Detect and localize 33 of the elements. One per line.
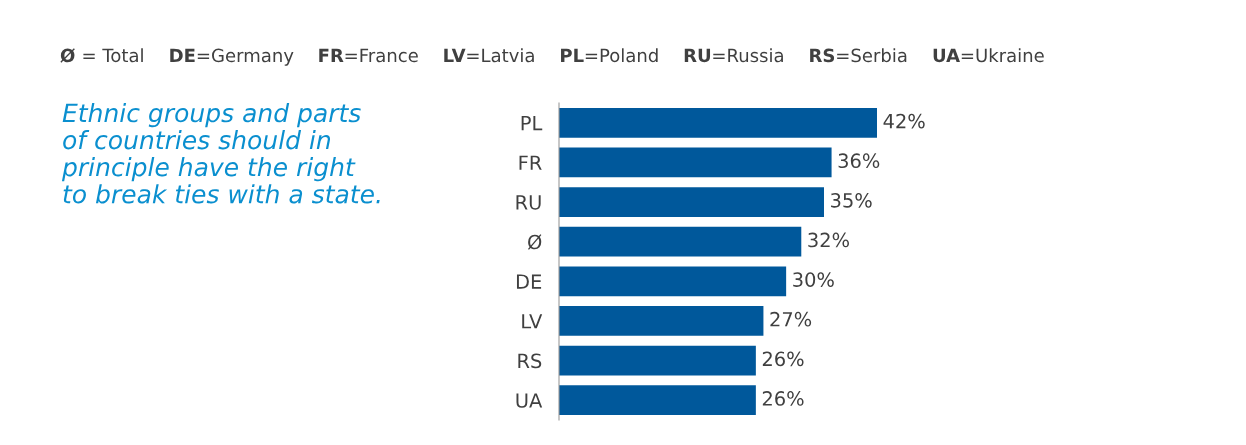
text: RS=Serbia (810, 48, 907, 63)
text: Ø = Total (60, 48, 143, 63)
data-label: 26% (762, 391, 804, 406)
data-label: 36% (838, 153, 880, 169)
data-label: 30% (793, 272, 834, 287)
bar (559, 306, 764, 336)
data-label: 35% (831, 193, 872, 208)
text: Ethnic groups and parts of countries should in principle have the right to break ties with a state. (61, 103, 380, 204)
y-tick-label: PL (521, 116, 543, 131)
data-label: 32% (808, 232, 849, 248)
y-tick-label: UA (516, 393, 543, 408)
text: PL=Poland (561, 48, 658, 63)
y-tick-label: RU (516, 195, 541, 210)
text: UA=Ukraine (933, 48, 1044, 63)
text: LV=Latvia (444, 48, 534, 63)
data-label: 27% (770, 311, 812, 327)
bar (559, 147, 832, 178)
bar (559, 107, 877, 138)
text: FR=France (319, 48, 418, 63)
bar (559, 345, 756, 376)
y-tick-label: DE (516, 274, 542, 289)
y-tick-label: Ø (528, 234, 542, 250)
bar (559, 266, 787, 297)
y-tick-label: FR (519, 155, 542, 170)
bar (559, 385, 756, 416)
text: DE=Germany (170, 48, 294, 66)
data-label: 26% (762, 351, 804, 367)
bar (559, 226, 802, 257)
y-tick-label: RS (518, 353, 542, 369)
data-label: 42% (883, 113, 925, 129)
text: RU=Russia (684, 48, 783, 63)
bar (559, 187, 824, 217)
y-tick-label: LV (522, 314, 543, 329)
